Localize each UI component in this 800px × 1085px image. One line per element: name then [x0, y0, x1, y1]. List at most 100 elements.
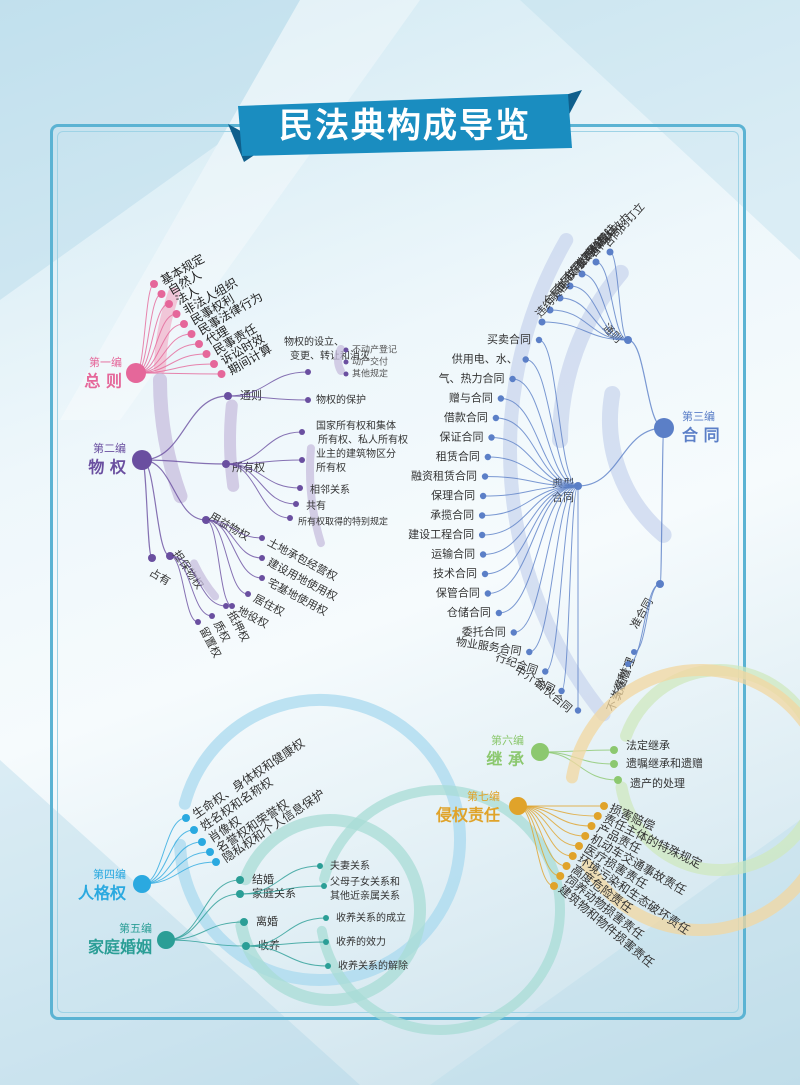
title-banner — [228, 90, 582, 162]
connector — [141, 861, 217, 885]
connector — [491, 437, 579, 487]
contract-item: 仓储合同 — [447, 605, 491, 619]
connector — [513, 485, 579, 633]
contract-item: 委托合同 — [462, 625, 506, 639]
property-item: 变更、转让和消灭 — [290, 349, 370, 362]
page-title: 民法典构成导览 — [279, 106, 531, 146]
node-dot — [479, 492, 487, 500]
property-branch: 通则 — [240, 389, 262, 402]
node-dot — [522, 356, 529, 363]
family-item: 收养的效力 — [336, 935, 386, 948]
node-dot — [198, 838, 206, 846]
connector — [495, 417, 579, 487]
arc-band-contract — [552, 264, 629, 448]
arc-band-security — [190, 559, 220, 601]
node-dot — [509, 375, 516, 383]
inheritance-item: 法定继承 — [626, 738, 670, 752]
connector — [239, 865, 321, 895]
property-item: 动产交付 — [352, 356, 388, 368]
family-item: 父母子女关系和 — [330, 875, 400, 888]
arc-band-family — [235, 814, 426, 1006]
node-dot-general — [187, 330, 196, 338]
connector — [541, 321, 629, 341]
property-item: 物权的保护 — [316, 393, 366, 406]
property-item: 相邻关系 — [310, 483, 350, 496]
connector — [165, 879, 241, 941]
part-number: 第二编 — [93, 441, 126, 455]
connector — [205, 519, 249, 595]
connector — [485, 476, 579, 487]
connector — [549, 309, 629, 341]
property-branch: 占有 — [147, 565, 173, 588]
node-dot-general — [202, 350, 211, 358]
connector — [169, 555, 213, 617]
property-item: 所有权取得的特别规定 — [298, 516, 388, 528]
contract-item: 融资租赁合同 — [411, 469, 477, 483]
property-item: 其他规定 — [352, 368, 388, 380]
node-dot — [259, 535, 265, 541]
connector — [538, 339, 579, 487]
part-number: 第六编 — [491, 733, 524, 747]
connector — [529, 485, 579, 653]
connector — [225, 431, 303, 465]
node-dot — [299, 457, 305, 463]
connector — [169, 555, 199, 623]
connector-property — [227, 395, 309, 401]
node-dot — [484, 590, 492, 597]
connector — [609, 251, 629, 341]
connector — [245, 917, 327, 947]
node-dot — [343, 371, 349, 377]
node-dot — [592, 258, 600, 266]
node-dot — [606, 248, 614, 256]
node-dot — [297, 485, 303, 491]
connector — [517, 805, 586, 837]
connector-property — [141, 395, 229, 461]
connector — [498, 485, 579, 614]
node-dot — [481, 570, 489, 578]
arc-band-personality — [174, 694, 466, 986]
node-dot-general — [217, 370, 226, 378]
node-dot — [240, 918, 248, 926]
connector — [245, 941, 327, 947]
connector — [487, 485, 579, 594]
connector — [627, 339, 665, 429]
connector — [595, 261, 629, 341]
connector — [483, 485, 579, 497]
node-dot — [195, 619, 201, 625]
connector — [525, 359, 579, 487]
connector — [559, 297, 629, 341]
node-dot — [317, 863, 323, 869]
node-dot — [479, 551, 487, 558]
connector — [205, 519, 263, 559]
arc-band-property-inner — [153, 373, 188, 504]
node-dot-general — [210, 360, 218, 368]
arc-band-tort — [565, 664, 800, 936]
node-dot — [209, 613, 215, 619]
node-dot — [546, 306, 554, 314]
connector — [245, 945, 329, 967]
contract-item: 借款合同 — [444, 410, 488, 424]
contract-item: 保证合同 — [440, 430, 484, 444]
connector — [544, 485, 579, 672]
node-dot-general — [195, 340, 203, 348]
node-dot — [610, 760, 618, 768]
node-dot — [305, 397, 311, 403]
family-item: 收养关系的成立 — [336, 911, 406, 924]
node-dot-general — [165, 300, 173, 308]
hub-inheritance — [531, 743, 549, 761]
property-item: 不动产登记 — [352, 344, 397, 356]
node-dot — [542, 668, 549, 675]
connector — [561, 485, 579, 692]
node-dot — [323, 915, 329, 921]
connector — [500, 398, 579, 487]
node-dot — [484, 453, 492, 461]
arc-band-contract-typical — [503, 233, 611, 722]
connector-property — [141, 459, 171, 557]
node-dot — [182, 814, 190, 822]
family-item: 收养关系的解除 — [338, 959, 408, 972]
node-dot — [229, 603, 235, 609]
node-dot — [562, 862, 571, 870]
connector — [482, 485, 579, 536]
node-dot — [259, 555, 265, 561]
part-number: 第七编 — [467, 789, 500, 803]
